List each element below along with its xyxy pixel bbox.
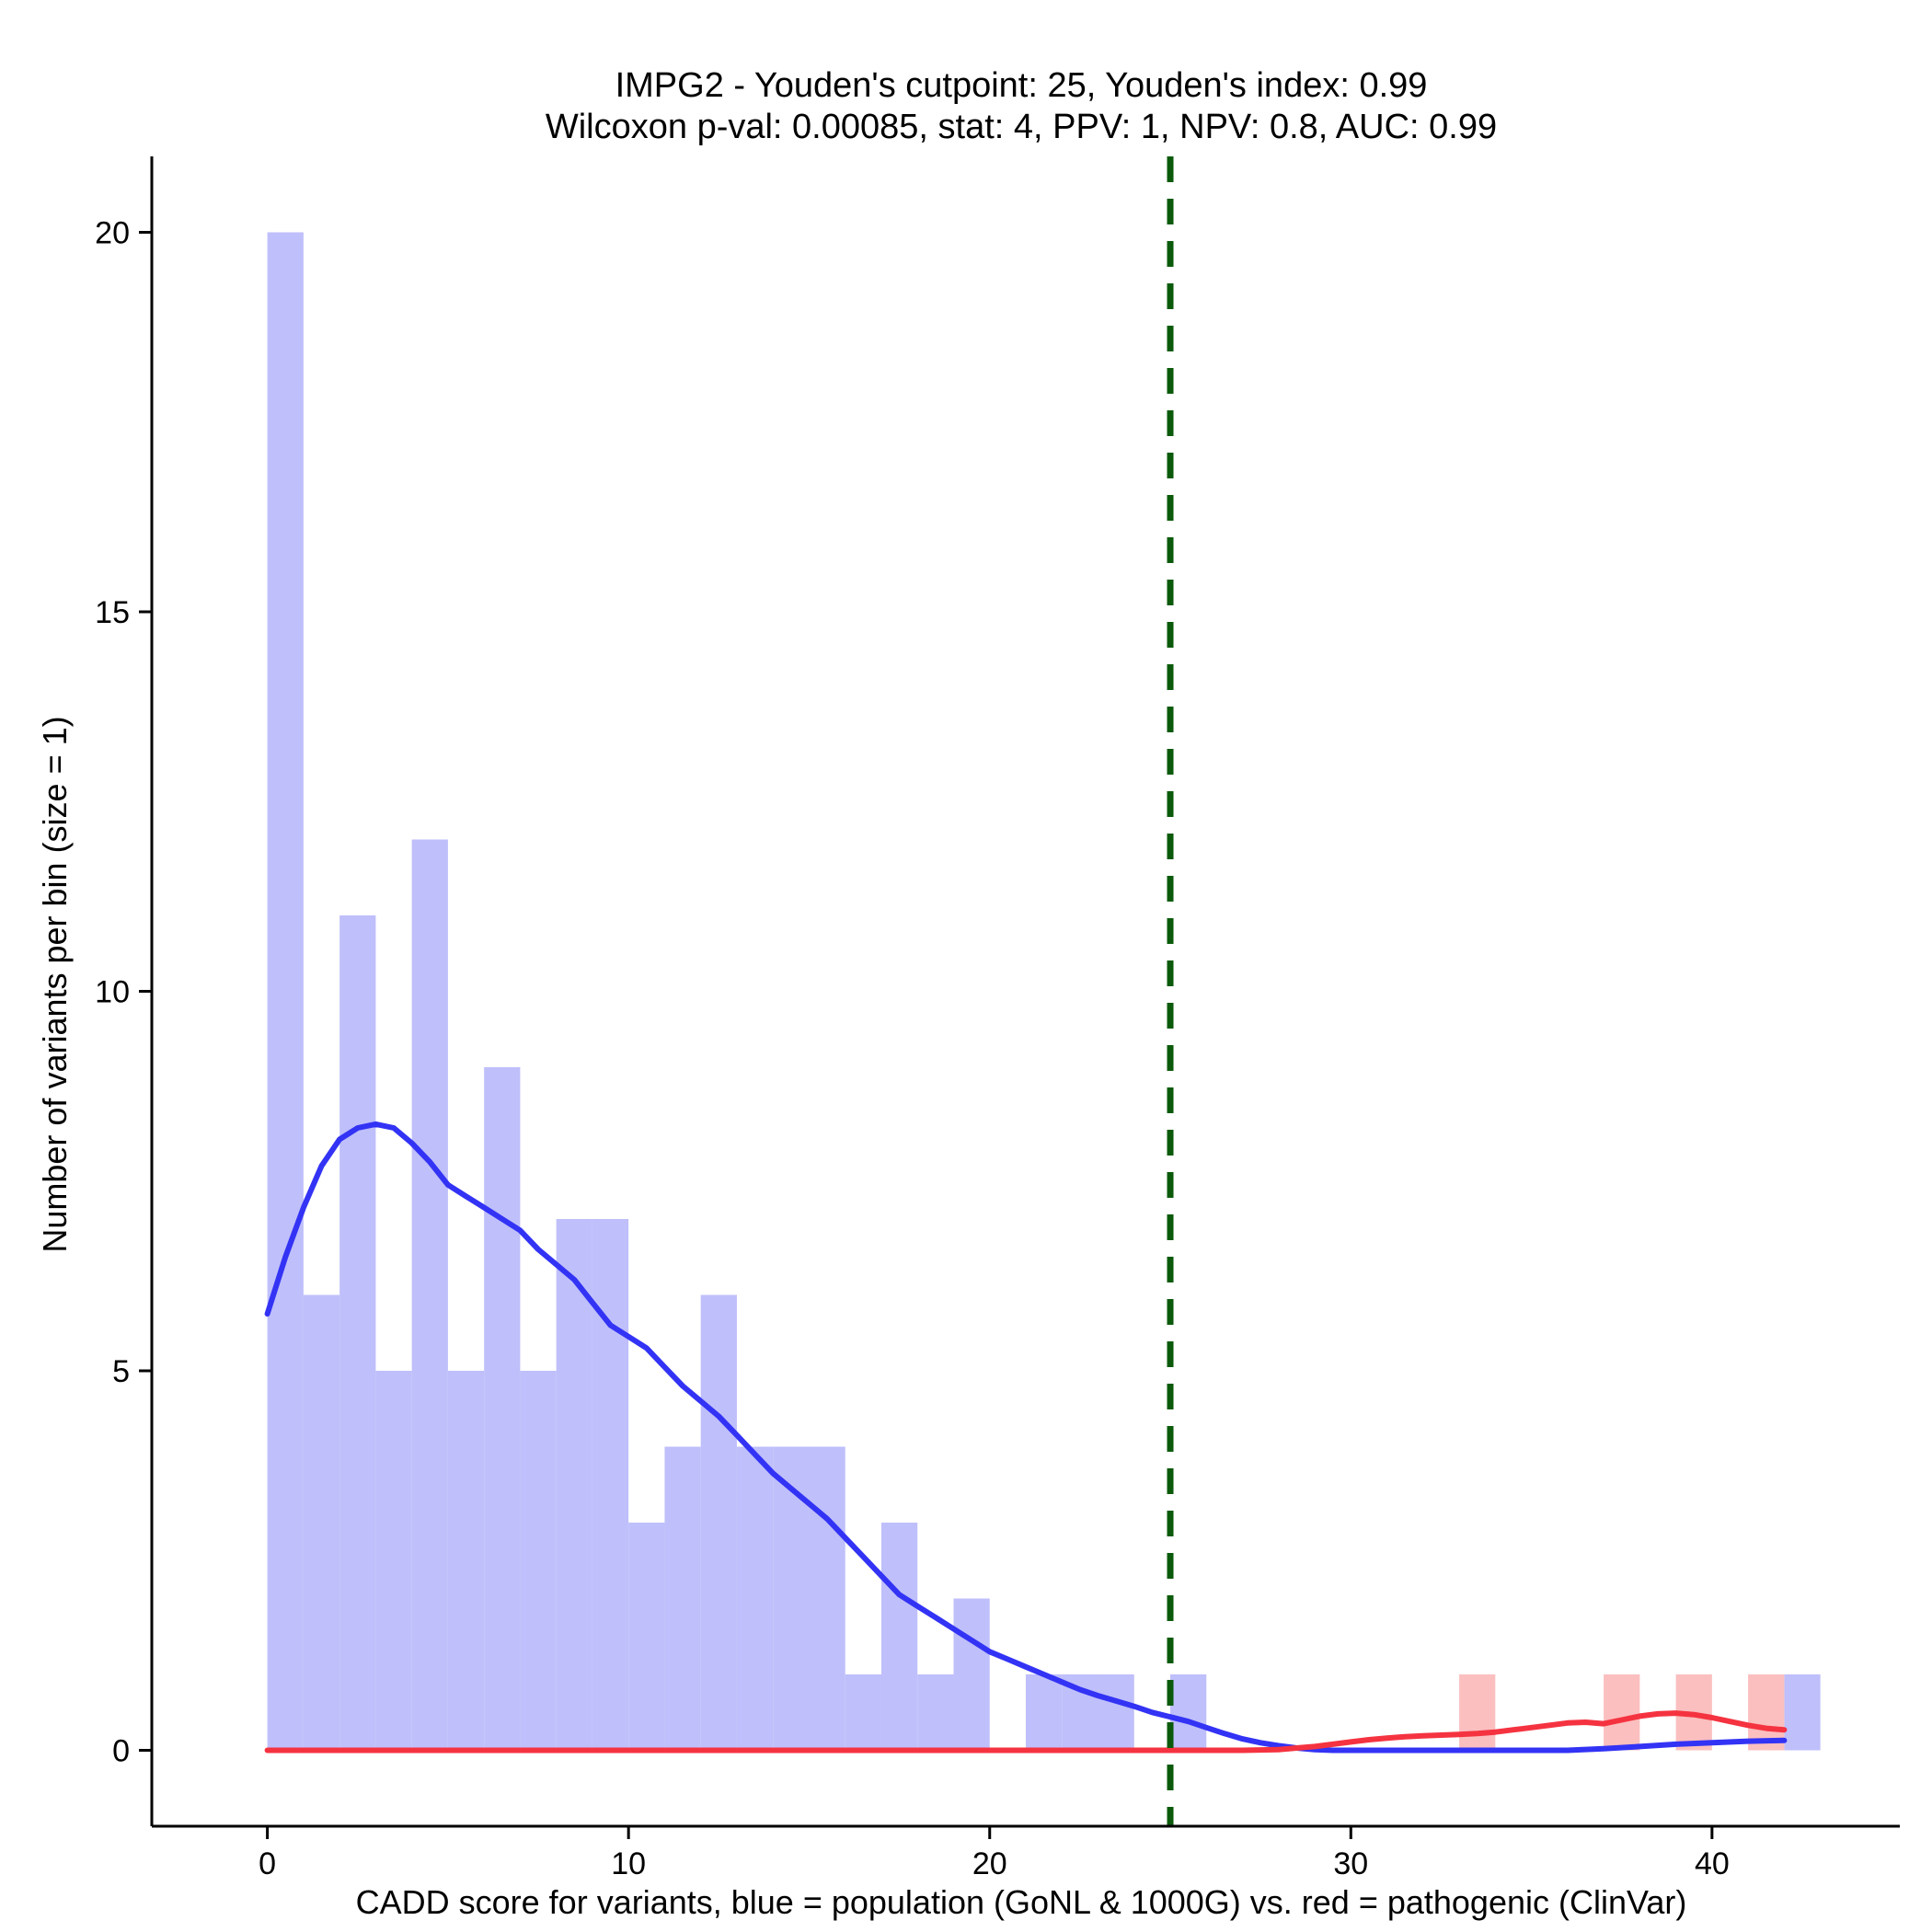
y-tick-label: 10 <box>95 975 130 1010</box>
population-bar <box>375 1371 412 1751</box>
population-bars <box>267 232 1821 1751</box>
y-axis-ticks: 0 5 10 15 20 <box>95 216 152 1769</box>
population-bar <box>700 1294 737 1751</box>
population-bar <box>1026 1674 1063 1751</box>
chart-title-line-2: Wilcoxon p-val: 0.00085, stat: 4, PPV: 1… <box>546 108 1497 146</box>
y-tick-label: 0 <box>112 1734 130 1769</box>
population-bar <box>736 1446 774 1751</box>
population-bar <box>339 915 376 1751</box>
x-axis-label: CADD score for variants, blue = populati… <box>356 1883 1687 1921</box>
population-bar <box>809 1446 845 1751</box>
y-tick-label: 5 <box>112 1354 130 1389</box>
chart-title-line-1: IMPG2 - Youden's cutpoint: 25, Youden's … <box>615 66 1428 105</box>
population-bar <box>917 1674 954 1751</box>
population-bar <box>773 1446 810 1751</box>
population-bar <box>556 1219 592 1751</box>
population-density-curve <box>264 1121 1788 1754</box>
population-bar <box>484 1067 521 1751</box>
population-bar <box>845 1674 881 1751</box>
population-bar <box>880 1523 918 1751</box>
x-tick-label: 0 <box>259 1846 276 1881</box>
x-tick-label: 20 <box>972 1846 1007 1881</box>
population-bar <box>520 1371 557 1751</box>
population-bar <box>664 1446 701 1751</box>
population-bar <box>1784 1674 1821 1751</box>
y-tick-label: 20 <box>95 216 130 251</box>
population-bar <box>1098 1674 1134 1751</box>
pathogenic-bars <box>1459 1674 1785 1751</box>
y-axis-label: Number of variants per bin (size = 1) <box>36 716 74 1252</box>
pathogenic-bar <box>1748 1674 1785 1751</box>
pathogenic-bar <box>1604 1674 1640 1751</box>
x-axis-ticks: 0 10 20 30 40 <box>259 1826 1730 1881</box>
population-bar <box>267 232 304 1751</box>
pathogenic-bar <box>1459 1674 1496 1751</box>
population-bar <box>953 1598 990 1751</box>
x-tick-label: 40 <box>1695 1846 1730 1881</box>
population-bar <box>628 1523 665 1751</box>
population-bar <box>447 1371 485 1751</box>
x-tick-label: 30 <box>1333 1846 1368 1881</box>
population-bar <box>411 839 448 1751</box>
pathogenic-density-curve <box>264 1710 1788 1754</box>
population-bar <box>1170 1674 1207 1751</box>
population-bar <box>303 1294 340 1751</box>
y-tick-label: 15 <box>95 595 130 630</box>
population-bar <box>592 1219 629 1751</box>
x-tick-label: 10 <box>611 1846 646 1881</box>
